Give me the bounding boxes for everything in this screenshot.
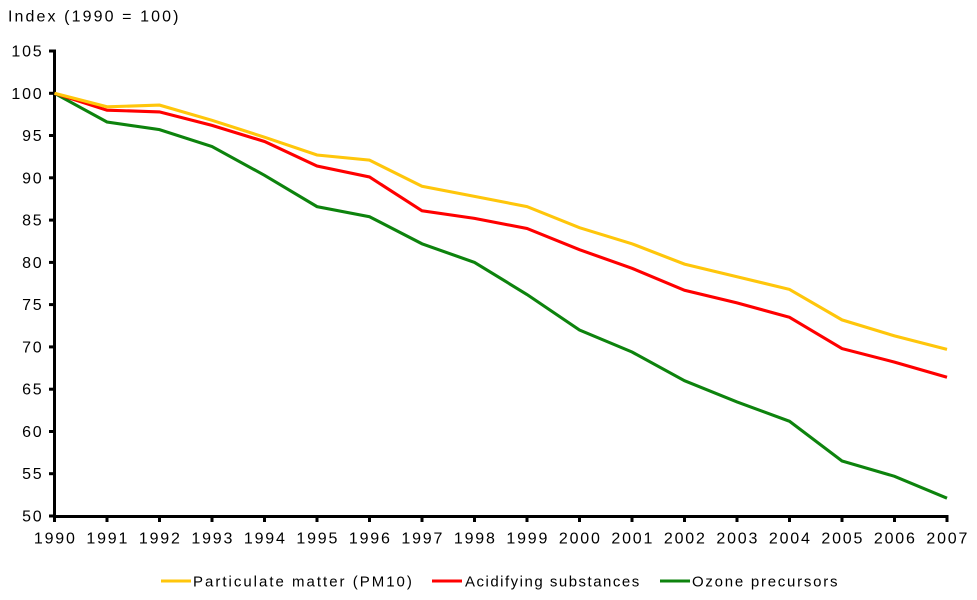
svg-text:2002: 2002 (664, 531, 707, 548)
svg-text:2007: 2007 (926, 531, 969, 548)
svg-text:Acidifying substances: Acidifying substances (465, 574, 641, 591)
svg-text:1990: 1990 (34, 531, 77, 548)
svg-text:1995: 1995 (296, 531, 339, 548)
svg-text:1993: 1993 (191, 531, 234, 548)
svg-text:75: 75 (22, 297, 43, 314)
svg-text:60: 60 (22, 424, 43, 441)
svg-text:Particulate matter (PM10): Particulate matter (PM10) (193, 574, 414, 591)
svg-text:1991: 1991 (86, 531, 129, 548)
svg-text:50: 50 (22, 509, 43, 526)
svg-text:105: 105 (11, 44, 43, 61)
svg-text:2003: 2003 (716, 531, 759, 548)
svg-text:2004: 2004 (769, 531, 812, 548)
svg-text:90: 90 (22, 170, 43, 187)
svg-text:2001: 2001 (611, 531, 654, 548)
svg-text:55: 55 (22, 466, 43, 483)
svg-text:80: 80 (22, 255, 43, 272)
svg-text:Index (1990 = 100): Index (1990 = 100) (8, 9, 181, 26)
svg-text:2006: 2006 (874, 531, 917, 548)
svg-text:70: 70 (22, 339, 43, 356)
svg-text:65: 65 (22, 382, 43, 399)
svg-text:2005: 2005 (821, 531, 864, 548)
svg-text:1996: 1996 (349, 531, 392, 548)
svg-text:1992: 1992 (139, 531, 182, 548)
svg-text:1999: 1999 (506, 531, 549, 548)
svg-text:100: 100 (11, 86, 43, 103)
svg-text:95: 95 (22, 128, 43, 145)
svg-text:1997: 1997 (401, 531, 444, 548)
svg-text:1998: 1998 (454, 531, 497, 548)
svg-text:2000: 2000 (559, 531, 602, 548)
svg-text:Ozone precursors: Ozone precursors (692, 574, 839, 591)
svg-text:1994: 1994 (244, 531, 287, 548)
svg-text:85: 85 (22, 213, 43, 230)
